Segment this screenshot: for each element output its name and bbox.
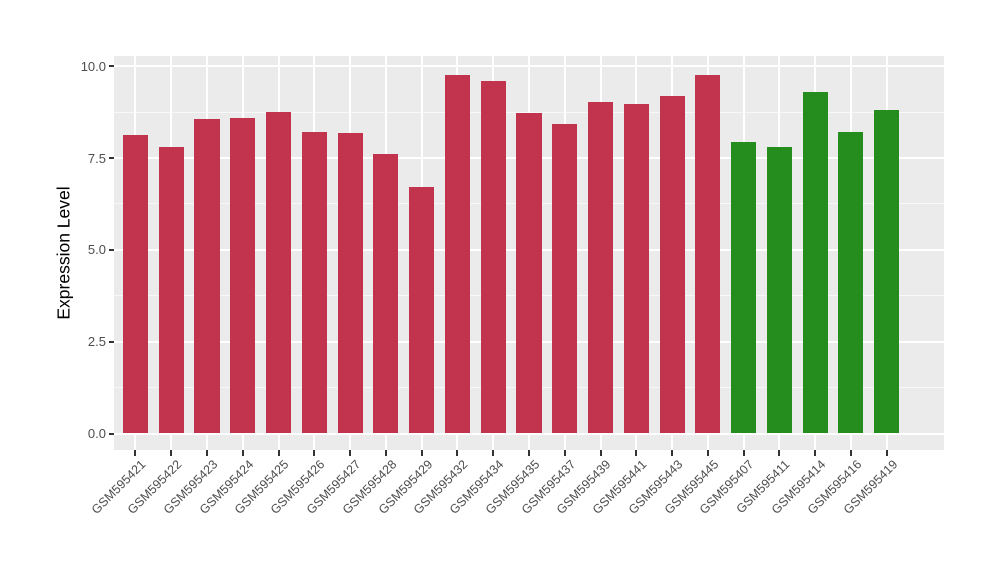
bar-GSM595411 bbox=[766, 147, 792, 434]
y-tick-mark bbox=[109, 432, 114, 435]
y-tick-label: 2.5 bbox=[87, 334, 106, 350]
bar-GSM595443 bbox=[659, 95, 685, 434]
x-tick-mark bbox=[170, 450, 173, 456]
bar-GSM595414 bbox=[802, 92, 828, 434]
x-tick-mark bbox=[885, 450, 888, 456]
x-tick-mark bbox=[528, 450, 530, 456]
y-tick-label: 0.0 bbox=[87, 426, 106, 441]
x-tick-mark bbox=[313, 450, 316, 456]
x-tick-mark bbox=[599, 450, 602, 456]
bar-GSM595432 bbox=[444, 75, 470, 434]
x-tick-mark bbox=[492, 450, 495, 456]
bar-GSM595421 bbox=[122, 135, 148, 434]
x-tick-mark bbox=[849, 450, 852, 456]
x-tick-mark bbox=[384, 450, 387, 456]
bar-GSM595427 bbox=[337, 132, 363, 434]
plot-panel bbox=[114, 56, 944, 450]
x-tick-mark bbox=[206, 450, 209, 456]
bar-GSM595439 bbox=[588, 101, 614, 434]
x-tick-mark bbox=[742, 450, 745, 456]
y-tick-label: 10.0 bbox=[80, 58, 106, 74]
bar-GSM595437 bbox=[552, 124, 578, 434]
bar-GSM595416 bbox=[838, 132, 864, 434]
bar-GSM595425 bbox=[266, 111, 292, 434]
bar-GSM595429 bbox=[409, 187, 435, 434]
y-tick-mark bbox=[109, 248, 114, 251]
x-tick-mark bbox=[456, 450, 459, 456]
bar-GSM595445 bbox=[695, 75, 721, 434]
y-tick-label: 7.5 bbox=[87, 150, 106, 166]
x-tick-mark bbox=[778, 450, 781, 456]
y-tick-label: 5.0 bbox=[87, 242, 106, 258]
bar-GSM595423 bbox=[194, 119, 220, 434]
bar-GSM595428 bbox=[373, 153, 399, 434]
x-tick-mark bbox=[706, 450, 709, 456]
x-tick-mark bbox=[241, 450, 244, 456]
x-tick-mark bbox=[814, 450, 817, 456]
x-tick-mark bbox=[563, 450, 566, 456]
bar-GSM595424 bbox=[230, 117, 256, 434]
bar-GSM595434 bbox=[480, 81, 506, 434]
x-tick-mark bbox=[671, 450, 674, 456]
x-tick-mark bbox=[277, 450, 280, 456]
bar-GSM595441 bbox=[623, 104, 649, 434]
bar-GSM595407 bbox=[731, 141, 757, 434]
x-tick-mark bbox=[134, 450, 137, 456]
y-tick-mark bbox=[109, 157, 114, 160]
y-tick-mark bbox=[109, 65, 114, 68]
bar-GSM595435 bbox=[516, 113, 542, 434]
y-tick-mark bbox=[109, 340, 114, 343]
bar-GSM595426 bbox=[301, 131, 327, 434]
bar-GSM595419 bbox=[874, 110, 900, 434]
bar-GSM595422 bbox=[158, 147, 184, 434]
x-tick-mark bbox=[420, 450, 423, 456]
x-tick-mark bbox=[635, 450, 638, 456]
x-tick-mark bbox=[349, 450, 352, 456]
